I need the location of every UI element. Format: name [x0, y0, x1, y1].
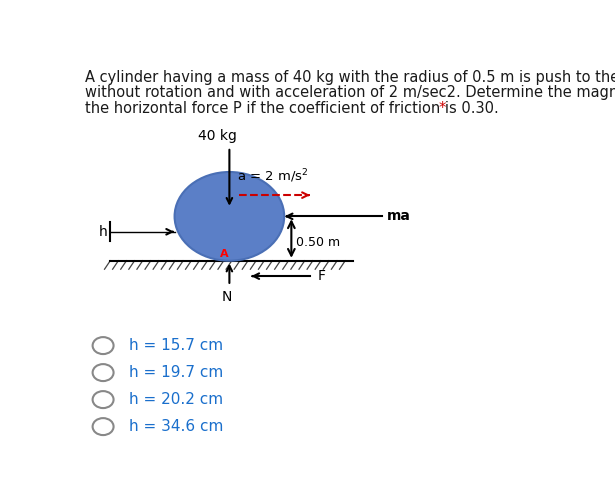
- Text: without rotation and with acceleration of 2 m/sec2. Determine the magnitude of: without rotation and with acceleration o…: [85, 85, 615, 100]
- Text: h: h: [98, 225, 107, 239]
- Text: a = 2 m/s$^2$: a = 2 m/s$^2$: [237, 168, 308, 185]
- Text: h = 20.2 cm: h = 20.2 cm: [129, 392, 223, 407]
- Text: N: N: [222, 290, 232, 304]
- Text: the horizontal force P if the coefficient of friction is 0.30.: the horizontal force P if the coefficien…: [85, 101, 504, 116]
- Text: 40 kg: 40 kg: [199, 129, 237, 143]
- Text: F: F: [317, 269, 325, 283]
- Circle shape: [175, 172, 284, 261]
- Text: A: A: [220, 249, 229, 259]
- Text: A cylinder having a mass of 40 kg with the radius of 0.5 m is push to the right: A cylinder having a mass of 40 kg with t…: [85, 70, 615, 85]
- Text: h = 34.6 cm: h = 34.6 cm: [129, 419, 224, 434]
- Text: h = 19.7 cm: h = 19.7 cm: [129, 365, 224, 380]
- Text: ma: ma: [387, 209, 411, 223]
- Text: *: *: [438, 101, 445, 116]
- Text: h = 15.7 cm: h = 15.7 cm: [129, 338, 223, 353]
- Text: 0.50 m: 0.50 m: [296, 236, 340, 249]
